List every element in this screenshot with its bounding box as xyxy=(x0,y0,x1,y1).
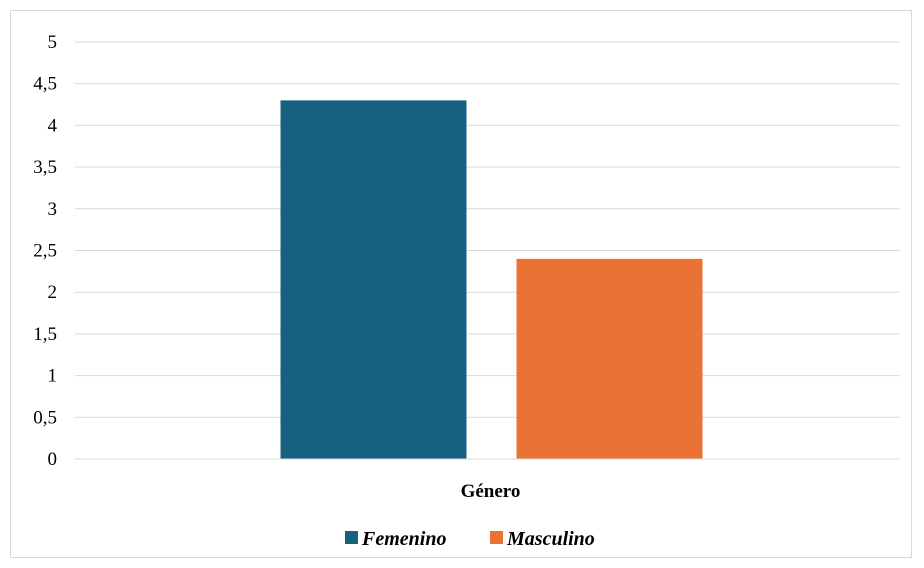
legend-swatch-femenino xyxy=(345,531,358,544)
y-tick-label: 5 xyxy=(48,32,58,53)
y-tick-label: 1,5 xyxy=(33,324,57,345)
x-axis-categories: Género xyxy=(461,481,521,502)
y-axis-ticks: 0 0,5 1 1,5 2 2,5 3 3,5 4 4,5 5 xyxy=(33,32,57,470)
legend: Femenino Masculino xyxy=(345,528,595,550)
legend-label-masculino: Masculino xyxy=(506,528,595,550)
y-tick-label: 1 xyxy=(48,366,58,387)
bars xyxy=(280,100,703,459)
y-tick-label: 2,5 xyxy=(33,241,57,262)
y-tick-label: 2 xyxy=(48,282,58,303)
y-tick-label: 3 xyxy=(48,199,58,220)
y-tick-label: 0,5 xyxy=(33,407,57,428)
x-category-label: Género xyxy=(461,481,521,502)
legend-swatch-masculino xyxy=(490,531,503,544)
gridlines xyxy=(75,41,900,418)
y-tick-label: 0 xyxy=(48,449,58,470)
y-tick-label: 4 xyxy=(48,115,58,136)
y-tick-label: 4,5 xyxy=(33,74,57,95)
legend-label-femenino: Femenino xyxy=(361,528,446,550)
bar-masculino xyxy=(516,258,703,459)
y-tick-label: 3,5 xyxy=(33,157,57,178)
bar-femenino xyxy=(280,100,467,459)
